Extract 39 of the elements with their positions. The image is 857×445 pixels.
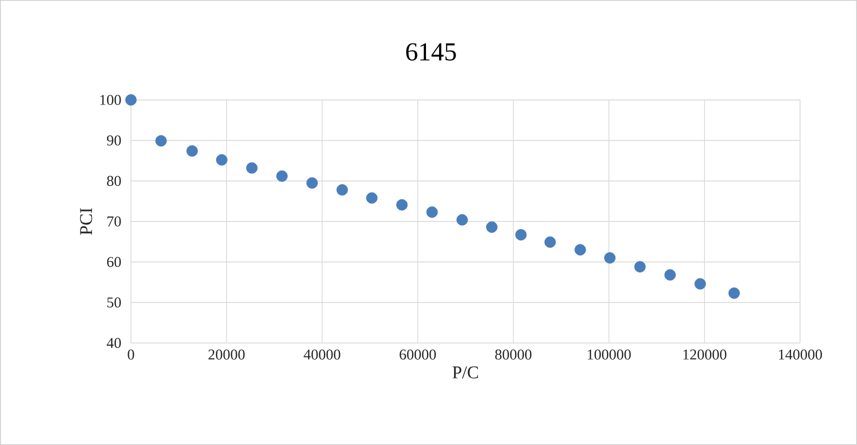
point: [155, 135, 167, 147]
chart-title: 6145: [406, 43, 456, 61]
x-tick-label: 20000: [208, 350, 245, 360]
point: [604, 252, 616, 264]
point: [125, 94, 137, 106]
x-tick-label: 140000: [778, 350, 822, 360]
point: [306, 177, 318, 189]
point: [664, 269, 676, 281]
point: [426, 206, 438, 218]
x-tick-label: 120000: [683, 350, 726, 360]
point: [216, 154, 228, 166]
point: [486, 221, 498, 233]
y-tick-label: 60: [107, 256, 121, 268]
point: [728, 287, 740, 299]
point: [456, 214, 468, 226]
point: [396, 199, 408, 211]
y-tick-label: 90: [106, 135, 121, 146]
x-tick-label: 0: [128, 350, 134, 360]
x-tick-label: 60000: [400, 350, 436, 360]
y-tick-label: 70: [107, 216, 121, 227]
point: [186, 145, 198, 157]
y-tick-label: 100: [100, 94, 121, 105]
point: [246, 162, 258, 174]
x-tick-label: 40000: [304, 350, 340, 360]
point: [694, 278, 706, 290]
y-tick-label: 40: [106, 338, 121, 348]
y-tick-label: 50: [107, 297, 121, 308]
y-axis-title: PCI: [80, 208, 92, 235]
x-tick-label: 80000: [495, 350, 532, 360]
point: [574, 244, 586, 256]
x-tick-label: 100000: [588, 350, 631, 360]
point: [634, 261, 646, 273]
y-tick-label: 80: [107, 176, 121, 186]
point: [336, 184, 348, 196]
x-axis-title: P/C: [452, 366, 478, 379]
point: [515, 229, 527, 241]
point: [276, 170, 288, 182]
point: [366, 192, 378, 204]
point: [544, 236, 556, 248]
